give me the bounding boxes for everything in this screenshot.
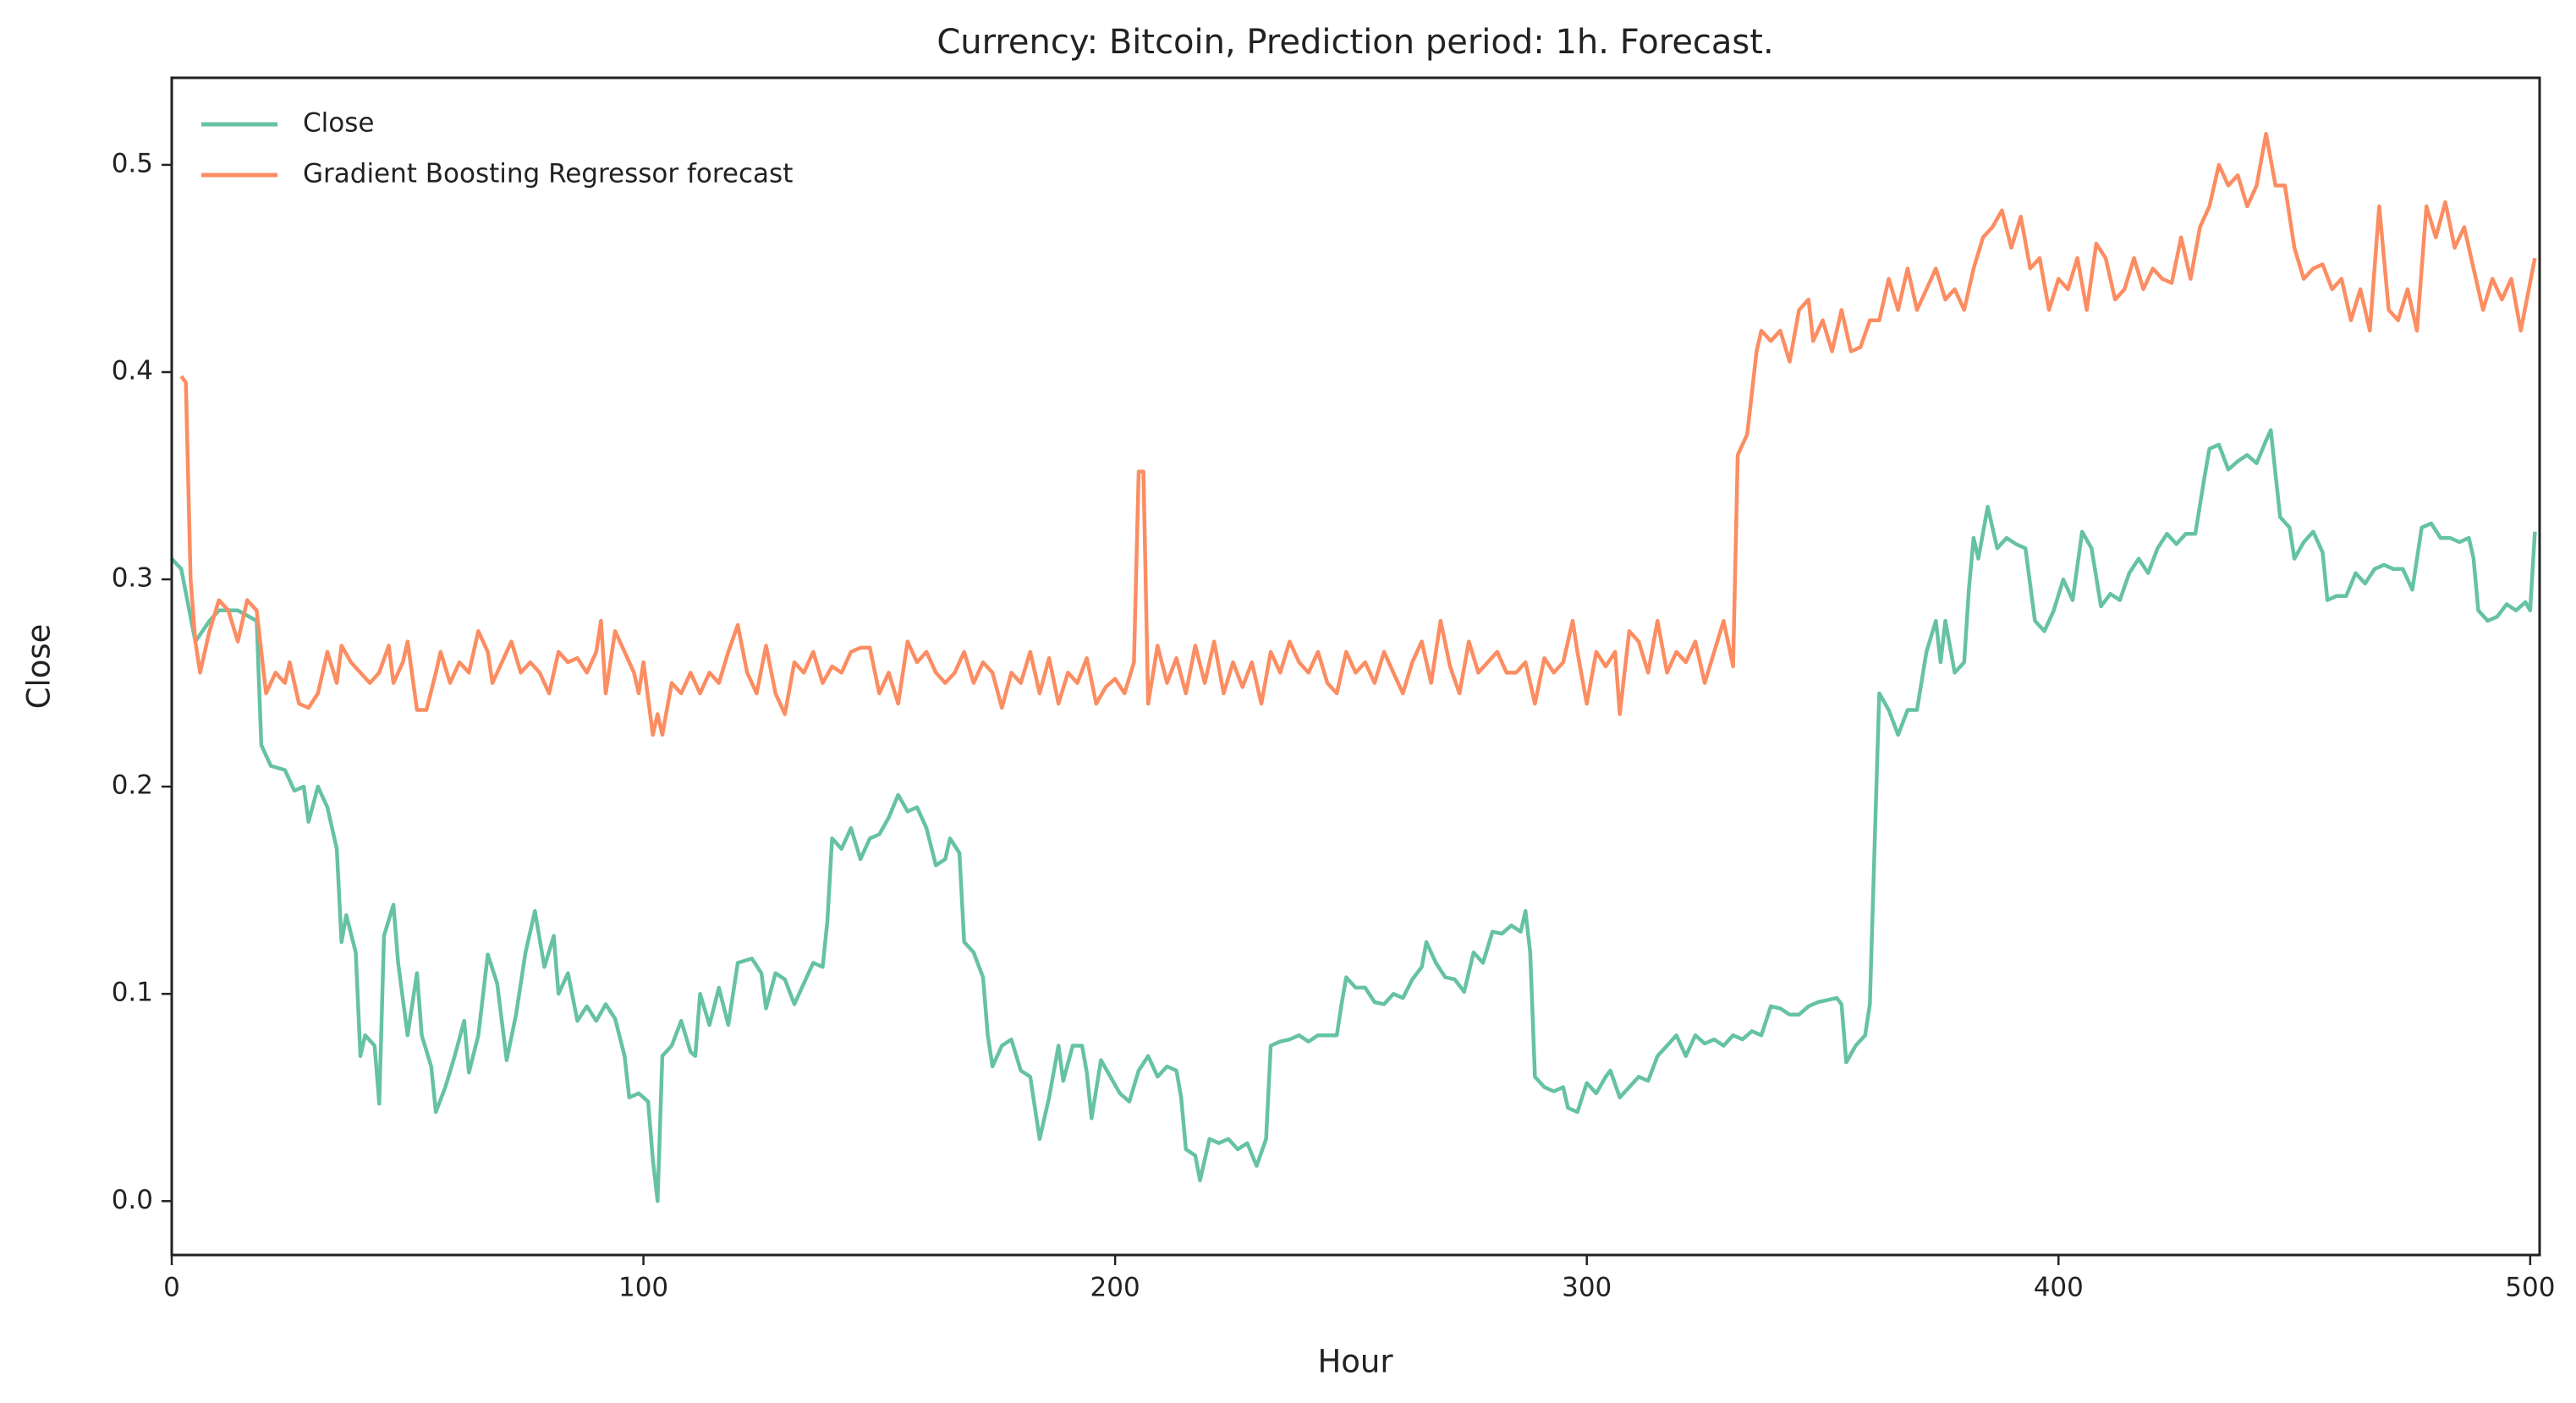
y-axis-label: Close — [21, 624, 58, 710]
y-tick-label: 0.0 — [112, 1185, 153, 1215]
legend-label: Close — [303, 108, 374, 139]
y-tick-label: 0.3 — [112, 563, 153, 594]
x-axis-label: Hour — [1317, 1344, 1393, 1380]
series-line — [179, 131, 2537, 737]
y-tick-label: 0.1 — [112, 978, 153, 1008]
y-tick-label: 0.2 — [112, 770, 153, 801]
y-tick-label: 0.4 — [112, 356, 153, 386]
x-tick-label: 200 — [1090, 1273, 1140, 1303]
chart-title: Currency: Bitcoin, Prediction period: 1h… — [936, 23, 1773, 62]
x-tick-label: 500 — [2505, 1273, 2555, 1303]
series-line — [170, 428, 2537, 1203]
plot-frame — [170, 76, 2541, 1257]
x-tick-label: 100 — [618, 1273, 668, 1303]
x-tick-label: 0 — [163, 1273, 180, 1303]
y-tick-label: 0.5 — [112, 148, 153, 178]
x-tick-label: 400 — [2034, 1273, 2084, 1303]
legend-label: Gradient Boosting Regressor forecast — [303, 159, 793, 189]
x-tick-label: 300 — [1562, 1273, 1612, 1303]
